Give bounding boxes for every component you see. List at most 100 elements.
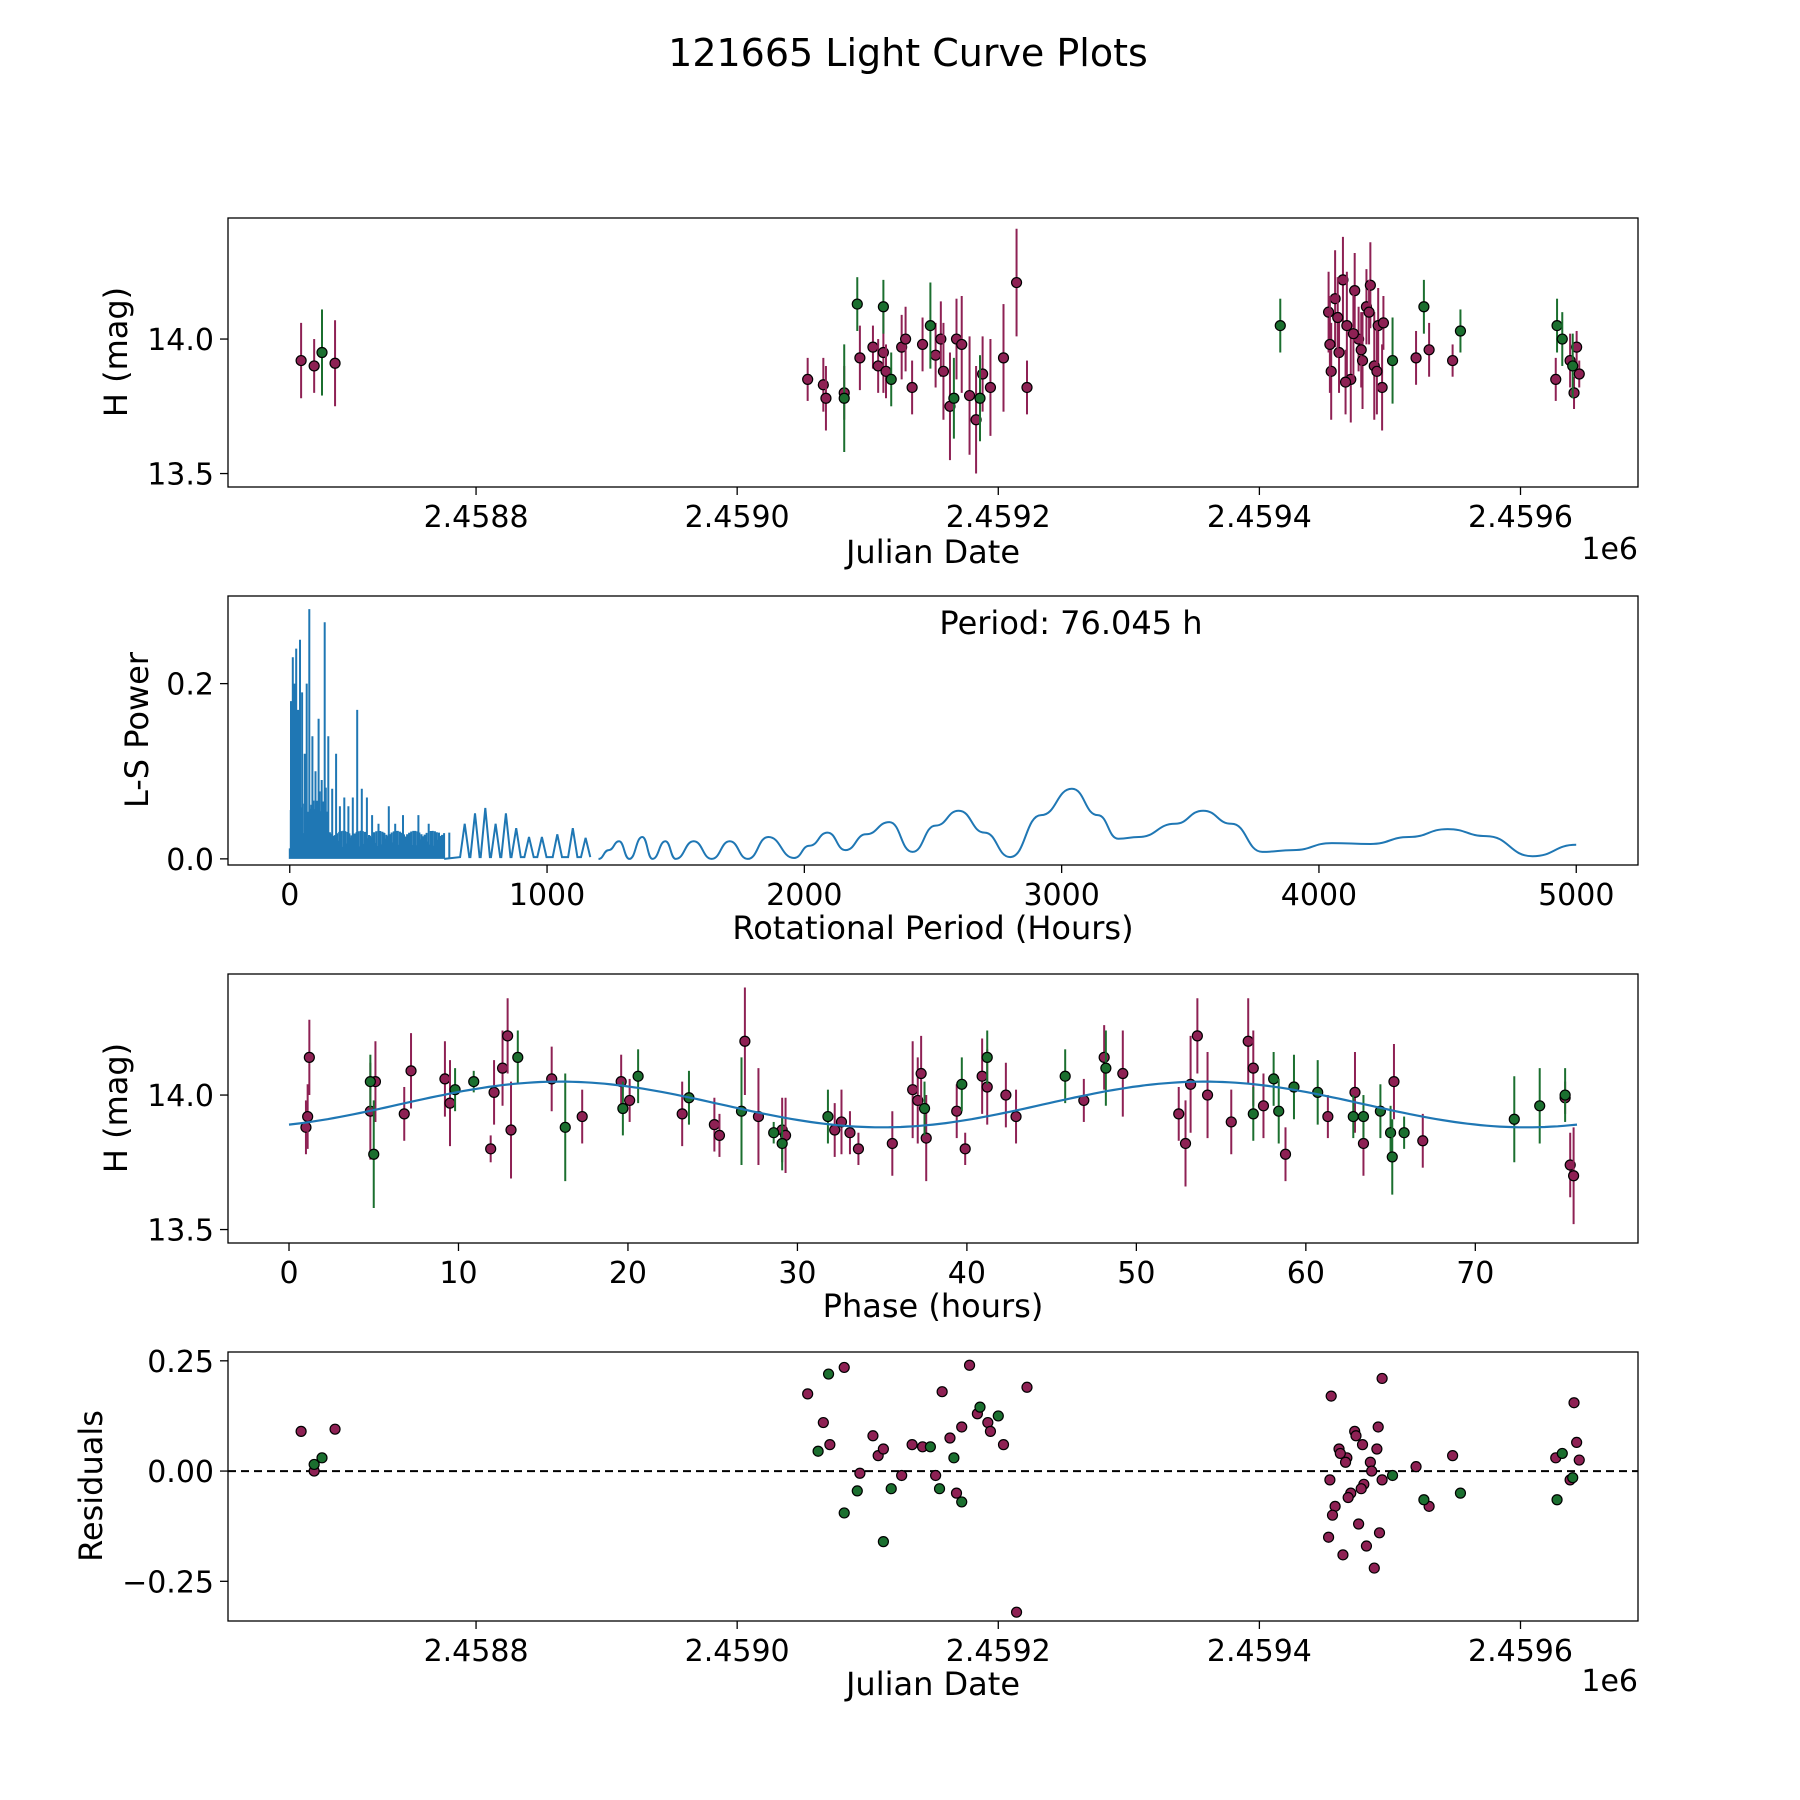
periodogram-spikes: [288, 609, 451, 859]
data-point-band_a: [398, 1108, 410, 1120]
data-point-band_a: [1410, 352, 1422, 364]
data-point-band_a: [1173, 1108, 1185, 1120]
y-tick-label: −0.25: [122, 1565, 214, 1600]
data-point-band_b: [1556, 1447, 1568, 1460]
x-tick-label: 2.4592: [946, 500, 1051, 535]
data-point-band_b: [368, 1148, 380, 1160]
data-point-band_a: [1355, 1483, 1367, 1495]
figure-title: 121665 Light Curve Plots: [668, 31, 1148, 75]
data-point-band_a: [444, 1097, 456, 1109]
data-point-band_a: [1568, 1397, 1580, 1409]
data-point-band_b: [776, 1137, 788, 1150]
data-point-band_a: [976, 1070, 988, 1082]
data-point-band_a: [1322, 1531, 1335, 1543]
data-point-band_a: [1191, 1030, 1203, 1042]
data-point-band_a: [1325, 1390, 1337, 1402]
data-point-band_a: [1364, 279, 1376, 291]
data-point-band_a: [496, 1062, 509, 1074]
data-point-band_a: [1337, 1549, 1349, 1561]
data-point-band_a: [1568, 387, 1580, 399]
x-tick-label: 2.4590: [685, 1634, 790, 1669]
data-point-band_b: [838, 1507, 850, 1519]
x-tick-label: 40: [948, 1256, 986, 1291]
data-point-band_a: [1000, 1089, 1012, 1101]
data-point-band_a: [1447, 354, 1459, 367]
data-point-band_a: [1349, 285, 1361, 297]
data-point-band_a: [1279, 1148, 1292, 1160]
data-point-band_a: [930, 349, 942, 361]
data-point-band_a: [867, 1430, 879, 1442]
data-point-band_a: [624, 1094, 636, 1107]
data-point-band_b: [956, 1496, 968, 1508]
data-point-band_b: [948, 1452, 960, 1464]
data-point-band_a: [1342, 1491, 1354, 1504]
data-point-band_a: [1423, 344, 1435, 356]
data-point-band_b: [1268, 1073, 1280, 1085]
data-point-band_b: [885, 1483, 897, 1495]
residuals-axes-frame: [227, 1351, 1639, 1622]
data-point-band_a: [950, 1487, 963, 1499]
data-point-band_a: [1376, 1372, 1388, 1385]
data-point-band_a: [1324, 1474, 1336, 1486]
data-point-band_b: [981, 1051, 993, 1063]
data-point-band_b: [1567, 1472, 1579, 1484]
data-point-band_a: [867, 341, 879, 353]
data-point-band_a: [308, 360, 320, 372]
periodogram-ylabel: L-S Power: [118, 651, 156, 808]
data-point-band_b: [822, 1368, 835, 1380]
data-point-band_a: [1363, 306, 1375, 318]
data-point-band_a: [1573, 1454, 1585, 1466]
data-point-band_b: [617, 1102, 629, 1115]
data-point-band_a: [1568, 1170, 1580, 1182]
data-point-band_a: [997, 352, 1010, 364]
y-tick-label: 14.0: [147, 323, 214, 358]
data-point-band_a: [1573, 368, 1585, 380]
data-point-band_b: [316, 1452, 328, 1464]
data-point-band_a: [1225, 1116, 1237, 1128]
residuals-xlabel: Julian Date: [844, 1665, 1020, 1703]
data-point-band_a: [1349, 1086, 1361, 1098]
data-point-band_b: [974, 1401, 986, 1413]
data-point-band_b: [992, 1410, 1004, 1422]
data-point-band_a: [676, 1108, 688, 1120]
data-point-band_a: [997, 1439, 1010, 1451]
x-tick-label: 2000: [766, 878, 842, 913]
data-point-band_a: [920, 1132, 932, 1144]
data-point-band_a: [930, 1469, 942, 1482]
data-point-band_a: [1332, 311, 1344, 324]
data-point-band_a: [739, 1035, 751, 1047]
x-tick-label: 10: [439, 1256, 477, 1291]
data-point-band_b: [1551, 1494, 1563, 1506]
data-point-band_a: [802, 1388, 814, 1400]
x-tick-label: 30: [778, 1256, 816, 1291]
data-point-band_a: [906, 1439, 918, 1451]
data-point-band_a: [1368, 1562, 1380, 1574]
data-point-band_a: [1356, 1439, 1369, 1451]
x-tick-label: 2.4588: [424, 1634, 529, 1669]
data-point-band_a: [576, 1110, 588, 1123]
data-point-band_a: [877, 1443, 889, 1455]
data-point-band_a: [936, 1386, 948, 1398]
data-point-band_a: [1376, 381, 1388, 394]
data-point-band_a: [802, 373, 814, 385]
data-point-band_a: [959, 1143, 971, 1155]
phase-fold-panel: 0 10 20 30 40 50 60 70 13.5 14.0 Phase (hours) H …: [97, 973, 1639, 1325]
lightcurve-ylabel: H (mag): [97, 287, 135, 417]
data-point-band_a: [984, 1425, 997, 1437]
periodogram-axes-frame: [227, 595, 1639, 866]
x-tick-label: 3000: [1023, 878, 1099, 913]
data-point-band_a: [899, 333, 912, 345]
data-point-band_a: [1350, 1430, 1362, 1442]
phase-fold-ylabel: H (mag): [97, 1043, 135, 1173]
data-point-band_b: [1100, 1062, 1112, 1074]
data-point-band_a: [906, 381, 918, 394]
data-point-band_b: [1386, 1469, 1399, 1482]
data-point-band_b: [877, 301, 889, 313]
data-point-band_a: [1322, 1110, 1334, 1123]
data-point-band_b: [1274, 320, 1286, 332]
x-tick-label: 70: [1456, 1256, 1494, 1291]
x-tick-label: 60: [1287, 1256, 1325, 1291]
data-point-band_a: [1373, 1527, 1386, 1539]
data-point-band_a: [838, 1361, 850, 1374]
residuals-ylabel: Residuals: [72, 1410, 110, 1562]
